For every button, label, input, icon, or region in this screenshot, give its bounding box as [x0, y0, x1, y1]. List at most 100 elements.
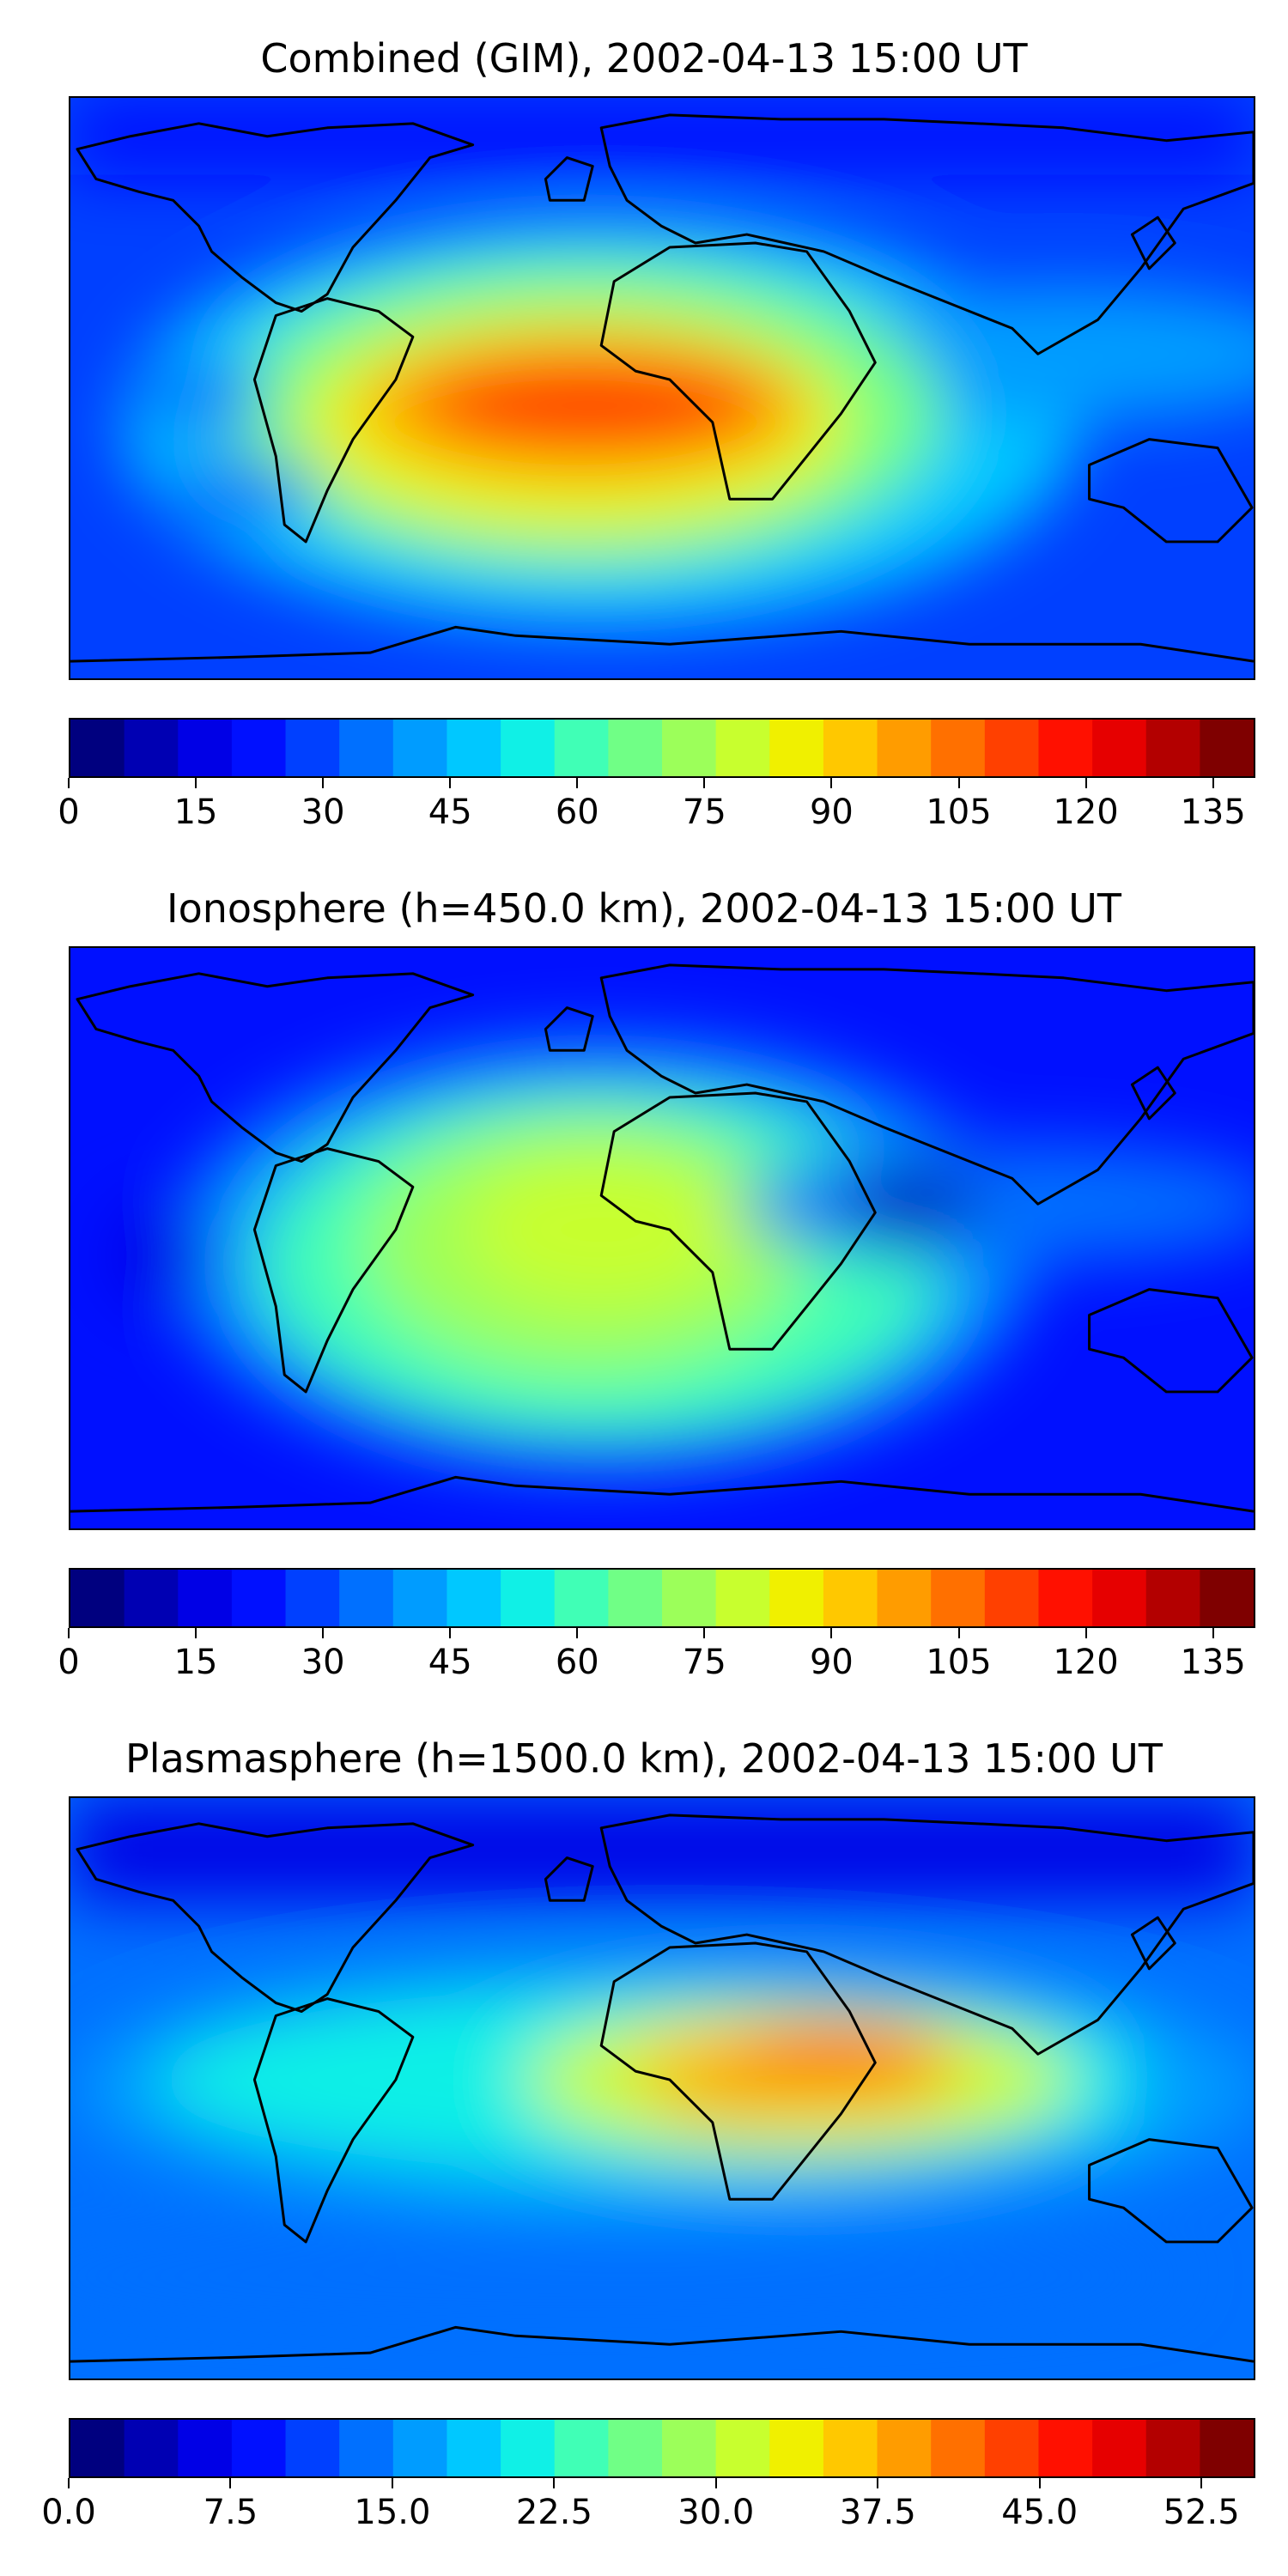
colorbar-swatch — [931, 720, 986, 776]
colorbar-tick-label: 37.5 — [839, 2493, 916, 2532]
colorbar-swatch — [984, 720, 1040, 776]
colorbar-swatch — [1038, 1570, 1093, 1626]
colorbar-swatch — [769, 1570, 824, 1626]
colorbar-swatch — [178, 720, 233, 776]
colorbar-swatch — [1145, 2420, 1200, 2476]
colorbar-tick — [1084, 1628, 1087, 1638]
colorbar-tick — [957, 1628, 960, 1638]
colorbar-tick — [576, 1628, 579, 1638]
colorbar-swatch — [877, 720, 932, 776]
colorbar-combined — [69, 718, 1255, 778]
colorbar-ionosphere — [69, 1568, 1255, 1628]
panel-title-plasmasphere: Plasmasphere (h=1500.0 km), 2002-04-13 1… — [125, 1735, 1163, 1782]
colorbar-tick — [322, 778, 325, 788]
map-combined — [69, 96, 1255, 680]
colorbar-tick-label: 60 — [555, 793, 599, 832]
colorbar-swatch — [1145, 720, 1200, 776]
colorbar-tick — [1200, 2478, 1203, 2488]
colorbar-swatch — [608, 1570, 663, 1626]
colorbar-swatch — [554, 2420, 609, 2476]
colorbar-tick — [1212, 1628, 1214, 1638]
colorbar-swatch — [984, 1570, 1040, 1626]
colorbar-swatch — [231, 720, 287, 776]
colorbar-swatch — [124, 2420, 179, 2476]
colorbar-swatch — [931, 1570, 986, 1626]
colorbar-tick-label: 0.0 — [41, 2493, 96, 2532]
colorbar-swatch — [608, 2420, 663, 2476]
colorbar-tick — [830, 1628, 833, 1638]
colorbar-swatch — [70, 2420, 125, 2476]
colorbar-swatch — [70, 1570, 125, 1626]
colorbar-swatch — [392, 1570, 448, 1626]
colorbar-tick-label: 45.0 — [1001, 2493, 1078, 2532]
colorbar-tick-label: 90 — [809, 793, 854, 832]
colorbar-swatch — [1200, 2420, 1254, 2476]
colorbar-tick-label: 105 — [926, 793, 992, 832]
map-ionosphere — [69, 946, 1255, 1530]
colorbar-tick — [703, 1628, 706, 1638]
colorbar-swatch — [1145, 1570, 1200, 1626]
colorbar-tick — [1038, 2478, 1041, 2488]
colorbar-tick-label: 135 — [1180, 793, 1246, 832]
colorbar-swatch — [70, 720, 125, 776]
coastlines — [70, 113, 1254, 663]
colorbar-swatch — [877, 2420, 932, 2476]
colorbar-swatch — [823, 1570, 878, 1626]
colorbar-swatch — [392, 2420, 448, 2476]
colorbar-swatch — [1092, 720, 1147, 776]
colorbar-tick — [195, 1628, 197, 1638]
colorbar-swatch — [501, 720, 556, 776]
colorbar-swatch — [447, 720, 501, 776]
colorbar-swatch — [501, 1570, 556, 1626]
colorbar-swatch — [1200, 1570, 1254, 1626]
colorbar-tick — [68, 1628, 70, 1638]
map-plasmasphere — [69, 1796, 1255, 2380]
colorbar-tick — [68, 778, 70, 788]
colorbar-tick — [877, 2478, 879, 2488]
colorbar-swatch — [339, 1570, 394, 1626]
colorbar-tick-label: 15 — [173, 793, 218, 832]
colorbar-tick — [1084, 778, 1087, 788]
colorbar-tick-label: 22.5 — [515, 2493, 592, 2532]
colorbar-swatches — [70, 720, 1254, 776]
colorbar-tick-label: 52.5 — [1163, 2493, 1240, 2532]
colorbar-swatch — [285, 2420, 340, 2476]
panel-title-ionosphere: Ionosphere (h=450.0 km), 2002-04-13 15:0… — [167, 885, 1121, 932]
colorbar-swatch — [554, 1570, 609, 1626]
colorbar-swatch — [823, 720, 878, 776]
colorbar-swatch — [1038, 2420, 1093, 2476]
colorbar-tick-label: 105 — [926, 1643, 992, 1682]
colorbar-tick — [576, 778, 579, 788]
colorbar-swatches — [70, 2420, 1254, 2476]
colorbar-swatch — [178, 1570, 233, 1626]
colorbar-swatch — [231, 2420, 287, 2476]
colorbar-ticks-ionosphere: 0 15 30 45 60 75 90 105 120 135 — [58, 1628, 1255, 1682]
tec-field-plasmasphere — [70, 1798, 1254, 2379]
colorbar-tick-label: 30 — [301, 793, 345, 832]
colorbar-tick — [1212, 778, 1214, 788]
colorbar-swatch — [662, 720, 717, 776]
colorbar-swatch — [1092, 1570, 1147, 1626]
panel-title-combined: Combined (GIM), 2002-04-13 15:00 UT — [260, 35, 1028, 82]
colorbar-swatch — [124, 720, 179, 776]
colorbar-tick — [957, 778, 960, 788]
colorbar-swatch — [984, 2420, 1040, 2476]
colorbar-swatch — [447, 2420, 501, 2476]
colorbar-swatch — [285, 1570, 340, 1626]
colorbar-swatch — [178, 2420, 233, 2476]
colorbar-tick — [714, 2478, 717, 2488]
colorbar-tick — [830, 778, 833, 788]
colorbar-tick-label: 135 — [1180, 1643, 1246, 1682]
colorbar-swatch — [715, 1570, 770, 1626]
colorbar-swatch — [231, 1570, 287, 1626]
colorbar-swatch — [554, 720, 609, 776]
colorbar-swatch — [1200, 720, 1254, 776]
colorbar-tick-label: 15.0 — [354, 2493, 431, 2532]
colorbar-swatch — [339, 2420, 394, 2476]
colorbar-tick-label: 0 — [58, 793, 80, 832]
colorbar-swatch — [877, 1570, 932, 1626]
colorbar-plasmasphere — [69, 2418, 1255, 2478]
colorbar-tick-label: 7.5 — [203, 2493, 258, 2532]
colorbar-swatch — [931, 2420, 986, 2476]
colorbar-swatch — [715, 720, 770, 776]
